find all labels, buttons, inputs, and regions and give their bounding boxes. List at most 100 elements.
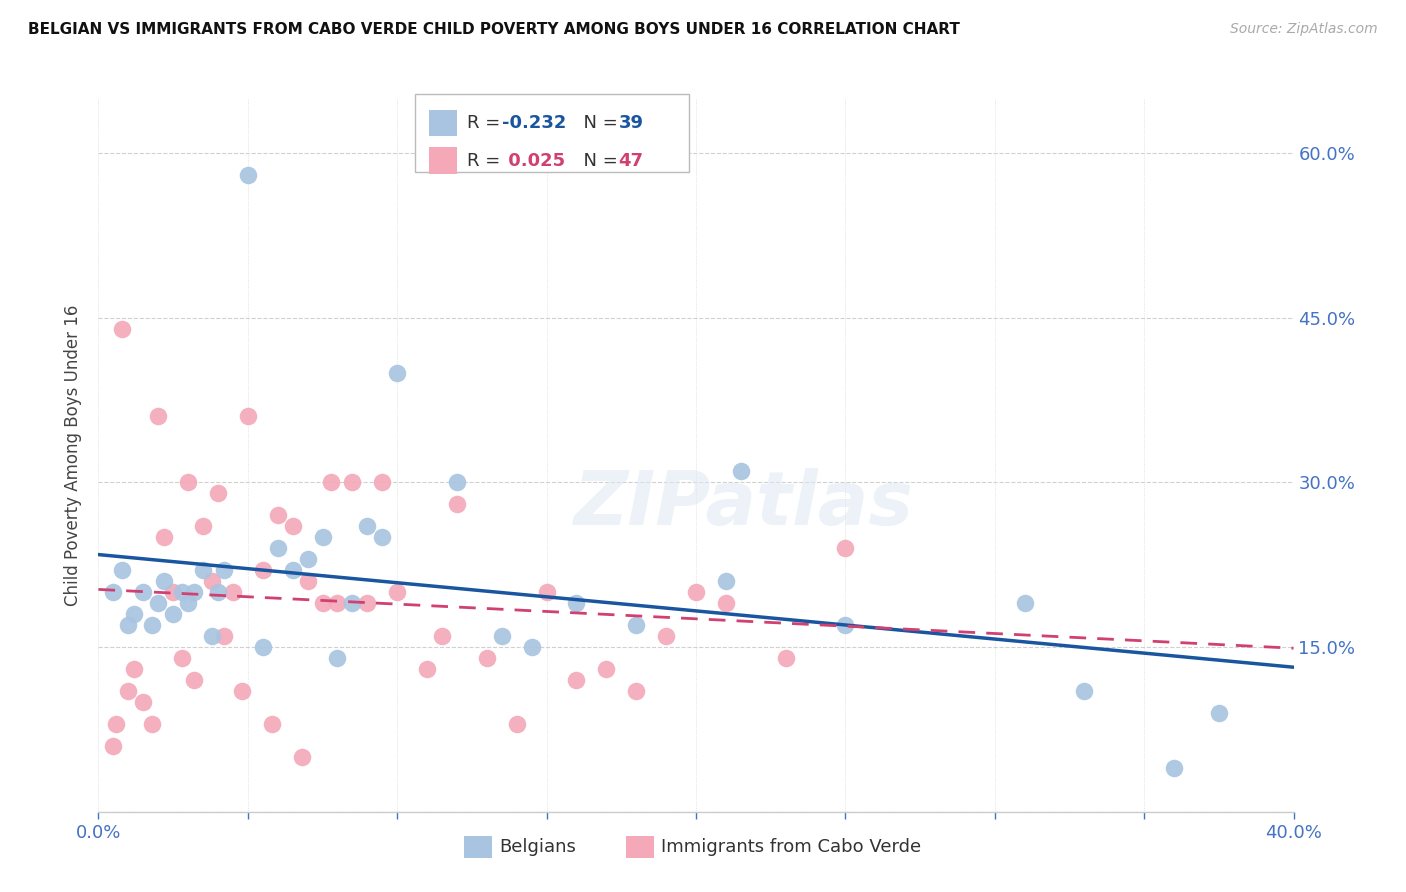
Point <box>177 475 200 490</box>
Point <box>565 673 588 687</box>
Y-axis label: Child Poverty Among Boys Under 16: Child Poverty Among Boys Under 16 <box>65 304 83 606</box>
Point <box>260 717 283 731</box>
Point <box>132 585 155 599</box>
Point <box>297 552 319 566</box>
Point <box>162 607 184 621</box>
Text: -0.232: -0.232 <box>502 114 567 132</box>
Point <box>297 574 319 589</box>
Point <box>191 519 214 533</box>
Point <box>201 574 224 589</box>
Point <box>183 673 205 687</box>
Point <box>416 662 439 676</box>
Point <box>141 618 163 632</box>
Point <box>685 585 707 599</box>
Point <box>311 530 333 544</box>
Point <box>475 651 498 665</box>
Point <box>267 508 290 523</box>
Point <box>183 585 205 599</box>
Point <box>626 684 648 698</box>
Point <box>714 596 737 610</box>
Text: BELGIAN VS IMMIGRANTS FROM CABO VERDE CHILD POVERTY AMONG BOYS UNDER 16 CORRELAT: BELGIAN VS IMMIGRANTS FROM CABO VERDE CH… <box>28 22 960 37</box>
Text: R =: R = <box>467 152 506 169</box>
Text: 47: 47 <box>619 152 644 169</box>
Point <box>201 629 224 643</box>
Point <box>356 519 378 533</box>
Point <box>148 409 170 424</box>
Point <box>321 475 343 490</box>
Text: ZIPatlas: ZIPatlas <box>574 468 914 541</box>
Text: Belgians: Belgians <box>499 838 576 855</box>
Text: N =: N = <box>572 152 624 169</box>
Point <box>252 563 274 577</box>
Point <box>1208 706 1230 720</box>
Point <box>207 585 229 599</box>
Point <box>124 607 146 621</box>
Point <box>172 651 194 665</box>
Point <box>236 168 259 182</box>
Point <box>103 739 125 753</box>
Point <box>117 618 139 632</box>
Point <box>132 695 155 709</box>
Point <box>326 651 349 665</box>
Point <box>595 662 617 676</box>
Point <box>775 651 797 665</box>
Point <box>506 717 529 731</box>
Point <box>565 596 588 610</box>
Point <box>342 596 364 610</box>
Point <box>291 749 314 764</box>
Point <box>281 519 304 533</box>
Point <box>148 596 170 610</box>
Text: R =: R = <box>467 114 506 132</box>
Point <box>536 585 558 599</box>
Text: Source: ZipAtlas.com: Source: ZipAtlas.com <box>1230 22 1378 37</box>
Text: Immigrants from Cabo Verde: Immigrants from Cabo Verde <box>661 838 921 855</box>
Point <box>730 464 752 478</box>
Text: 0.025: 0.025 <box>502 152 565 169</box>
Point <box>1163 761 1185 775</box>
Point <box>834 618 856 632</box>
Point <box>207 486 229 500</box>
Point <box>252 640 274 654</box>
Point <box>177 596 200 610</box>
Point <box>117 684 139 698</box>
Point <box>141 717 163 731</box>
Point <box>153 530 176 544</box>
Point <box>430 629 453 643</box>
Point <box>326 596 349 610</box>
Point <box>281 563 304 577</box>
Point <box>162 585 184 599</box>
Point <box>626 618 648 632</box>
Point <box>153 574 176 589</box>
Point <box>342 475 364 490</box>
Point <box>356 596 378 610</box>
Point <box>124 662 146 676</box>
Point <box>1073 684 1095 698</box>
Point <box>520 640 543 654</box>
Point <box>655 629 678 643</box>
Point <box>111 563 134 577</box>
Point <box>385 366 409 380</box>
Point <box>371 475 394 490</box>
Point <box>212 629 235 643</box>
Point <box>231 684 253 698</box>
Point <box>834 541 856 556</box>
Point <box>267 541 290 556</box>
Point <box>222 585 245 599</box>
Point <box>111 321 134 335</box>
Point <box>446 475 468 490</box>
Point <box>191 563 214 577</box>
Point <box>446 497 468 511</box>
Text: N =: N = <box>572 114 624 132</box>
Point <box>103 585 125 599</box>
Text: 39: 39 <box>619 114 644 132</box>
Point <box>385 585 409 599</box>
Point <box>236 409 259 424</box>
Point <box>105 717 128 731</box>
Point <box>311 596 333 610</box>
Point <box>172 585 194 599</box>
Point <box>491 629 513 643</box>
Point <box>371 530 394 544</box>
Point <box>1014 596 1036 610</box>
Point <box>212 563 235 577</box>
Point <box>714 574 737 589</box>
